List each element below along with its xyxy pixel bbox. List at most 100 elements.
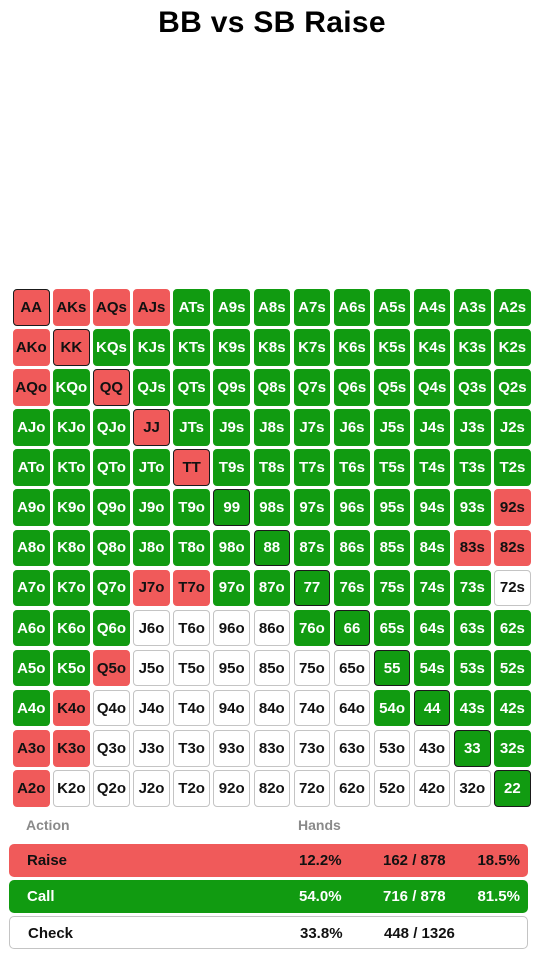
hand-cell-K8s[interactable]: K8s <box>253 329 291 366</box>
hand-cell-T2o[interactable]: T2o <box>173 770 210 807</box>
hand-cell-J7s[interactable]: J7s <box>293 409 331 446</box>
hand-cell-T3s[interactable]: T3s <box>454 449 491 486</box>
hand-cell-T7o[interactable]: T7o <box>173 569 210 607</box>
hand-cell-T8s[interactable]: T8s <box>253 449 291 486</box>
hand-cell-A3s[interactable]: A3s <box>454 289 491 326</box>
hand-cell-A2s[interactable]: A2s <box>494 289 531 326</box>
hand-cell-76s[interactable]: 76s <box>333 569 371 607</box>
hand-cell-88[interactable]: 88 <box>253 529 291 567</box>
hand-cell-T6s[interactable]: T6s <box>333 449 371 486</box>
hand-cell-92o[interactable]: 92o <box>213 770 250 807</box>
hand-cell-92s[interactable]: 92s <box>494 489 531 526</box>
hand-cell-AJo[interactable]: AJo <box>13 409 50 446</box>
hand-cell-K3s[interactable]: K3s <box>454 329 491 366</box>
hand-cell-K2o[interactable]: K2o <box>53 770 90 807</box>
hand-cell-T5s[interactable]: T5s <box>373 449 411 486</box>
hand-cell-A5o[interactable]: A5o <box>13 649 50 687</box>
hand-cell-K9s[interactable]: K9s <box>213 329 250 366</box>
hand-cell-Q9s[interactable]: Q9s <box>213 369 250 406</box>
hand-cell-K8o[interactable]: K8o <box>53 529 90 567</box>
hand-cell-62s[interactable]: 62s <box>494 609 531 647</box>
hand-cell-Q8o[interactable]: Q8o <box>93 529 130 567</box>
hand-cell-K2s[interactable]: K2s <box>494 329 531 366</box>
hand-cell-J3s[interactable]: J3s <box>454 409 491 446</box>
hand-cell-QJs[interactable]: QJs <box>133 369 170 406</box>
hand-cell-K6s[interactable]: K6s <box>333 329 371 366</box>
hand-cell-84o[interactable]: 84o <box>253 689 291 727</box>
hand-cell-96s[interactable]: 96s <box>333 489 371 526</box>
hand-cell-AQs[interactable]: AQs <box>93 289 130 326</box>
hand-cell-54s[interactable]: 54s <box>413 649 451 687</box>
hand-cell-42s[interactable]: 42s <box>494 689 531 727</box>
hand-cell-83o[interactable]: 83o <box>253 730 291 767</box>
hand-cell-A9s[interactable]: A9s <box>213 289 250 326</box>
hand-cell-62o[interactable]: 62o <box>333 770 371 807</box>
hand-cell-K3o[interactable]: K3o <box>53 730 90 767</box>
hand-cell-J5s[interactable]: J5s <box>373 409 411 446</box>
hand-cell-97o[interactable]: 97o <box>213 569 250 607</box>
hand-cell-Q6s[interactable]: Q6s <box>333 369 371 406</box>
hand-cell-JTo[interactable]: JTo <box>133 449 170 486</box>
hand-cell-KQo[interactable]: KQo <box>53 369 90 406</box>
action-row-call[interactable]: Call 54.0% 716 / 878 81.5% <box>9 880 528 913</box>
hand-cell-63s[interactable]: 63s <box>454 609 491 647</box>
hand-cell-K7o[interactable]: K7o <box>53 569 90 607</box>
hand-cell-T8o[interactable]: T8o <box>173 529 210 567</box>
hand-cell-83s[interactable]: 83s <box>454 529 491 567</box>
hand-cell-52o[interactable]: 52o <box>373 770 411 807</box>
hand-cell-95s[interactable]: 95s <box>373 489 411 526</box>
hand-cell-AQo[interactable]: AQo <box>13 369 50 406</box>
hand-cell-43s[interactable]: 43s <box>454 689 491 727</box>
hand-cell-Q5s[interactable]: Q5s <box>373 369 411 406</box>
hand-cell-T2s[interactable]: T2s <box>494 449 531 486</box>
hand-cell-86o[interactable]: 86o <box>253 609 291 647</box>
hand-cell-99[interactable]: 99 <box>213 489 250 526</box>
hand-cell-T5o[interactable]: T5o <box>173 649 210 687</box>
hand-cell-Q8s[interactable]: Q8s <box>253 369 291 406</box>
hand-cell-64s[interactable]: 64s <box>413 609 451 647</box>
hand-cell-72o[interactable]: 72o <box>293 770 331 807</box>
hand-cell-97s[interactable]: 97s <box>293 489 331 526</box>
hand-cell-75s[interactable]: 75s <box>373 569 411 607</box>
hand-cell-J5o[interactable]: J5o <box>133 649 170 687</box>
hand-cell-98s[interactable]: 98s <box>253 489 291 526</box>
hand-cell-55[interactable]: 55 <box>373 649 411 687</box>
hand-cell-73o[interactable]: 73o <box>293 730 331 767</box>
hand-cell-K5s[interactable]: K5s <box>373 329 411 366</box>
hand-cell-66[interactable]: 66 <box>333 609 371 647</box>
hand-cell-76o[interactable]: 76o <box>293 609 331 647</box>
hand-cell-44[interactable]: 44 <box>413 689 451 727</box>
hand-cell-A7s[interactable]: A7s <box>293 289 331 326</box>
hand-cell-J9s[interactable]: J9s <box>213 409 250 446</box>
hand-cell-43o[interactable]: 43o <box>413 730 451 767</box>
hand-cell-K5o[interactable]: K5o <box>53 649 90 687</box>
hand-cell-63o[interactable]: 63o <box>333 730 371 767</box>
hand-cell-Q5o[interactable]: Q5o <box>93 649 130 687</box>
hand-cell-T4s[interactable]: T4s <box>413 449 451 486</box>
hand-cell-K4s[interactable]: K4s <box>413 329 451 366</box>
hand-cell-A2o[interactable]: A2o <box>13 770 50 807</box>
hand-cell-54o[interactable]: 54o <box>373 689 411 727</box>
hand-cell-T7s[interactable]: T7s <box>293 449 331 486</box>
hand-cell-82o[interactable]: 82o <box>253 770 291 807</box>
hand-cell-A6s[interactable]: A6s <box>333 289 371 326</box>
hand-cell-J4o[interactable]: J4o <box>133 689 170 727</box>
hand-cell-93s[interactable]: 93s <box>454 489 491 526</box>
hand-cell-ATo[interactable]: ATo <box>13 449 50 486</box>
hand-cell-J4s[interactable]: J4s <box>413 409 451 446</box>
hand-cell-J2s[interactable]: J2s <box>494 409 531 446</box>
hand-cell-J7o[interactable]: J7o <box>133 569 170 607</box>
hand-cell-ATs[interactable]: ATs <box>173 289 210 326</box>
action-row-raise[interactable]: Raise 12.2% 162 / 878 18.5% <box>9 844 528 877</box>
hand-cell-93o[interactable]: 93o <box>213 730 250 767</box>
hand-cell-A4s[interactable]: A4s <box>413 289 451 326</box>
hand-cell-52s[interactable]: 52s <box>494 649 531 687</box>
hand-cell-Q2s[interactable]: Q2s <box>494 369 531 406</box>
hand-cell-K6o[interactable]: K6o <box>53 609 90 647</box>
hand-cell-T6o[interactable]: T6o <box>173 609 210 647</box>
hand-cell-KJs[interactable]: KJs <box>133 329 170 366</box>
hand-cell-KK[interactable]: KK <box>53 329 90 366</box>
hand-cell-QTo[interactable]: QTo <box>93 449 130 486</box>
hand-cell-T9o[interactable]: T9o <box>173 489 210 526</box>
hand-cell-53o[interactable]: 53o <box>373 730 411 767</box>
